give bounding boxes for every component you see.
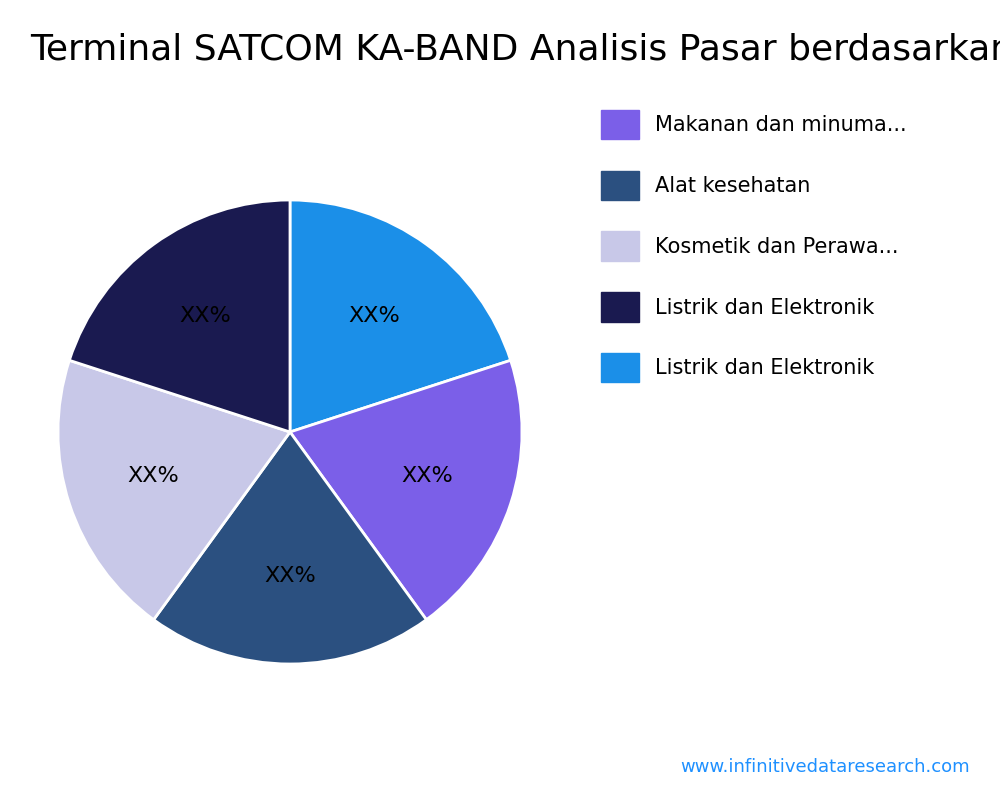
Text: XX%: XX% — [264, 566, 316, 586]
Text: www.infinitivedataresearch.com: www.infinitivedataresearch.com — [680, 758, 970, 776]
Text: Terminal SATCOM KA-BAND Analisis Pasar berdasarkan: Terminal SATCOM KA-BAND Analisis Pasar b… — [30, 32, 1000, 66]
Text: XX%: XX% — [127, 466, 179, 486]
Wedge shape — [58, 360, 290, 620]
Text: XX%: XX% — [349, 306, 400, 326]
Text: XX%: XX% — [180, 306, 231, 326]
Legend: Makanan dan minuma..., Alat kesehatan, Kosmetik dan Perawa..., Listrik dan Elekt: Makanan dan minuma..., Alat kesehatan, K… — [601, 110, 907, 382]
Text: XX%: XX% — [401, 466, 453, 486]
Wedge shape — [154, 432, 426, 664]
Wedge shape — [290, 200, 511, 432]
Wedge shape — [69, 200, 290, 432]
Wedge shape — [290, 360, 522, 620]
